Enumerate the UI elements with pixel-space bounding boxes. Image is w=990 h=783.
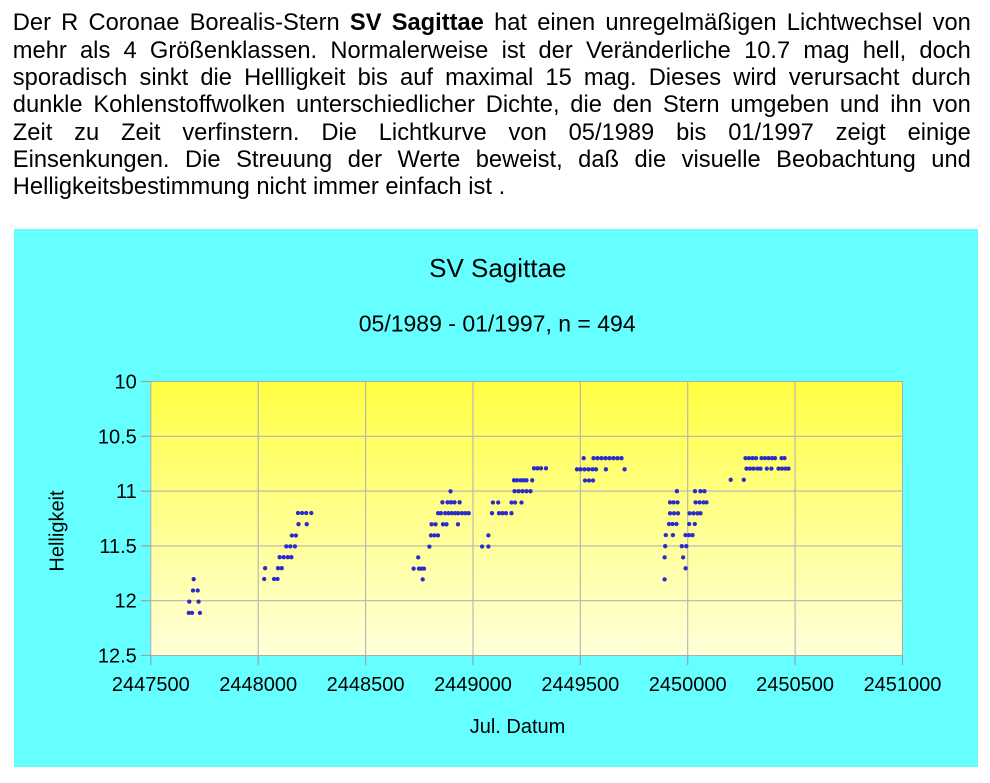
svg-text:2448500: 2448500 [326,674,404,696]
svg-text:10: 10 [114,372,136,394]
svg-text:2448000: 2448000 [219,674,297,696]
svg-text:11: 11 [116,481,137,503]
svg-text:2450500: 2450500 [756,674,834,696]
svg-text:2450000: 2450000 [648,674,726,696]
svg-text:Helligkeit: Helligkeit [46,490,68,572]
svg-text:2449000: 2449000 [434,674,512,696]
svg-text:2447500: 2447500 [111,674,189,696]
svg-text:SV Sagittae: SV Sagittae [429,253,566,283]
svg-text:2451000: 2451000 [863,674,941,696]
svg-text:11.5: 11.5 [99,536,136,558]
svg-text:Jul. Datum: Jul. Datum [469,716,565,738]
svg-text:10.5: 10.5 [97,426,136,448]
svg-text:12.5: 12.5 [97,646,136,668]
svg-text:12: 12 [114,591,136,613]
svg-text:05/1989 - 01/1997, n = 494: 05/1989 - 01/1997, n = 494 [358,311,635,337]
svg-text:2449500: 2449500 [541,674,619,696]
